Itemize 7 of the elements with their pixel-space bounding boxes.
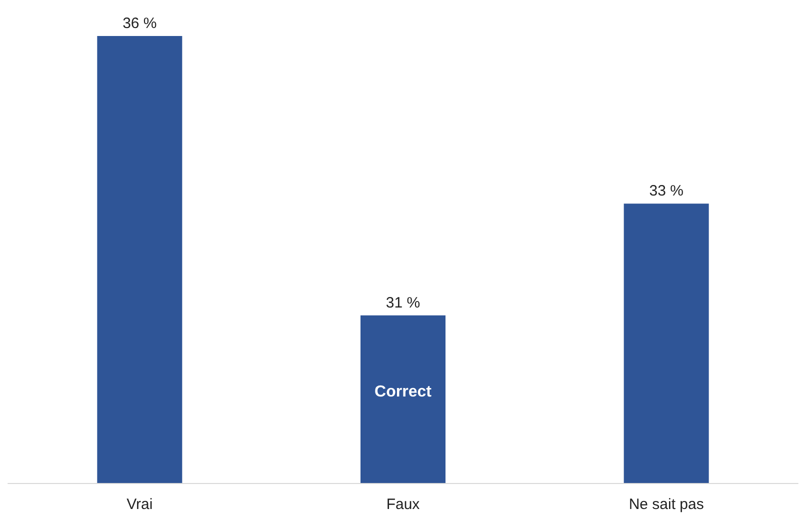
annotation: Correct [374, 384, 432, 400]
x-tick-label: Faux [386, 496, 420, 513]
data-label: 33 % [649, 182, 684, 200]
data-label: 36 % [122, 15, 157, 32]
x-tick-label: Vrai [126, 496, 153, 513]
x-tick-label: Ne sait pas [628, 496, 704, 513]
data-label: 31 % [386, 294, 420, 312]
